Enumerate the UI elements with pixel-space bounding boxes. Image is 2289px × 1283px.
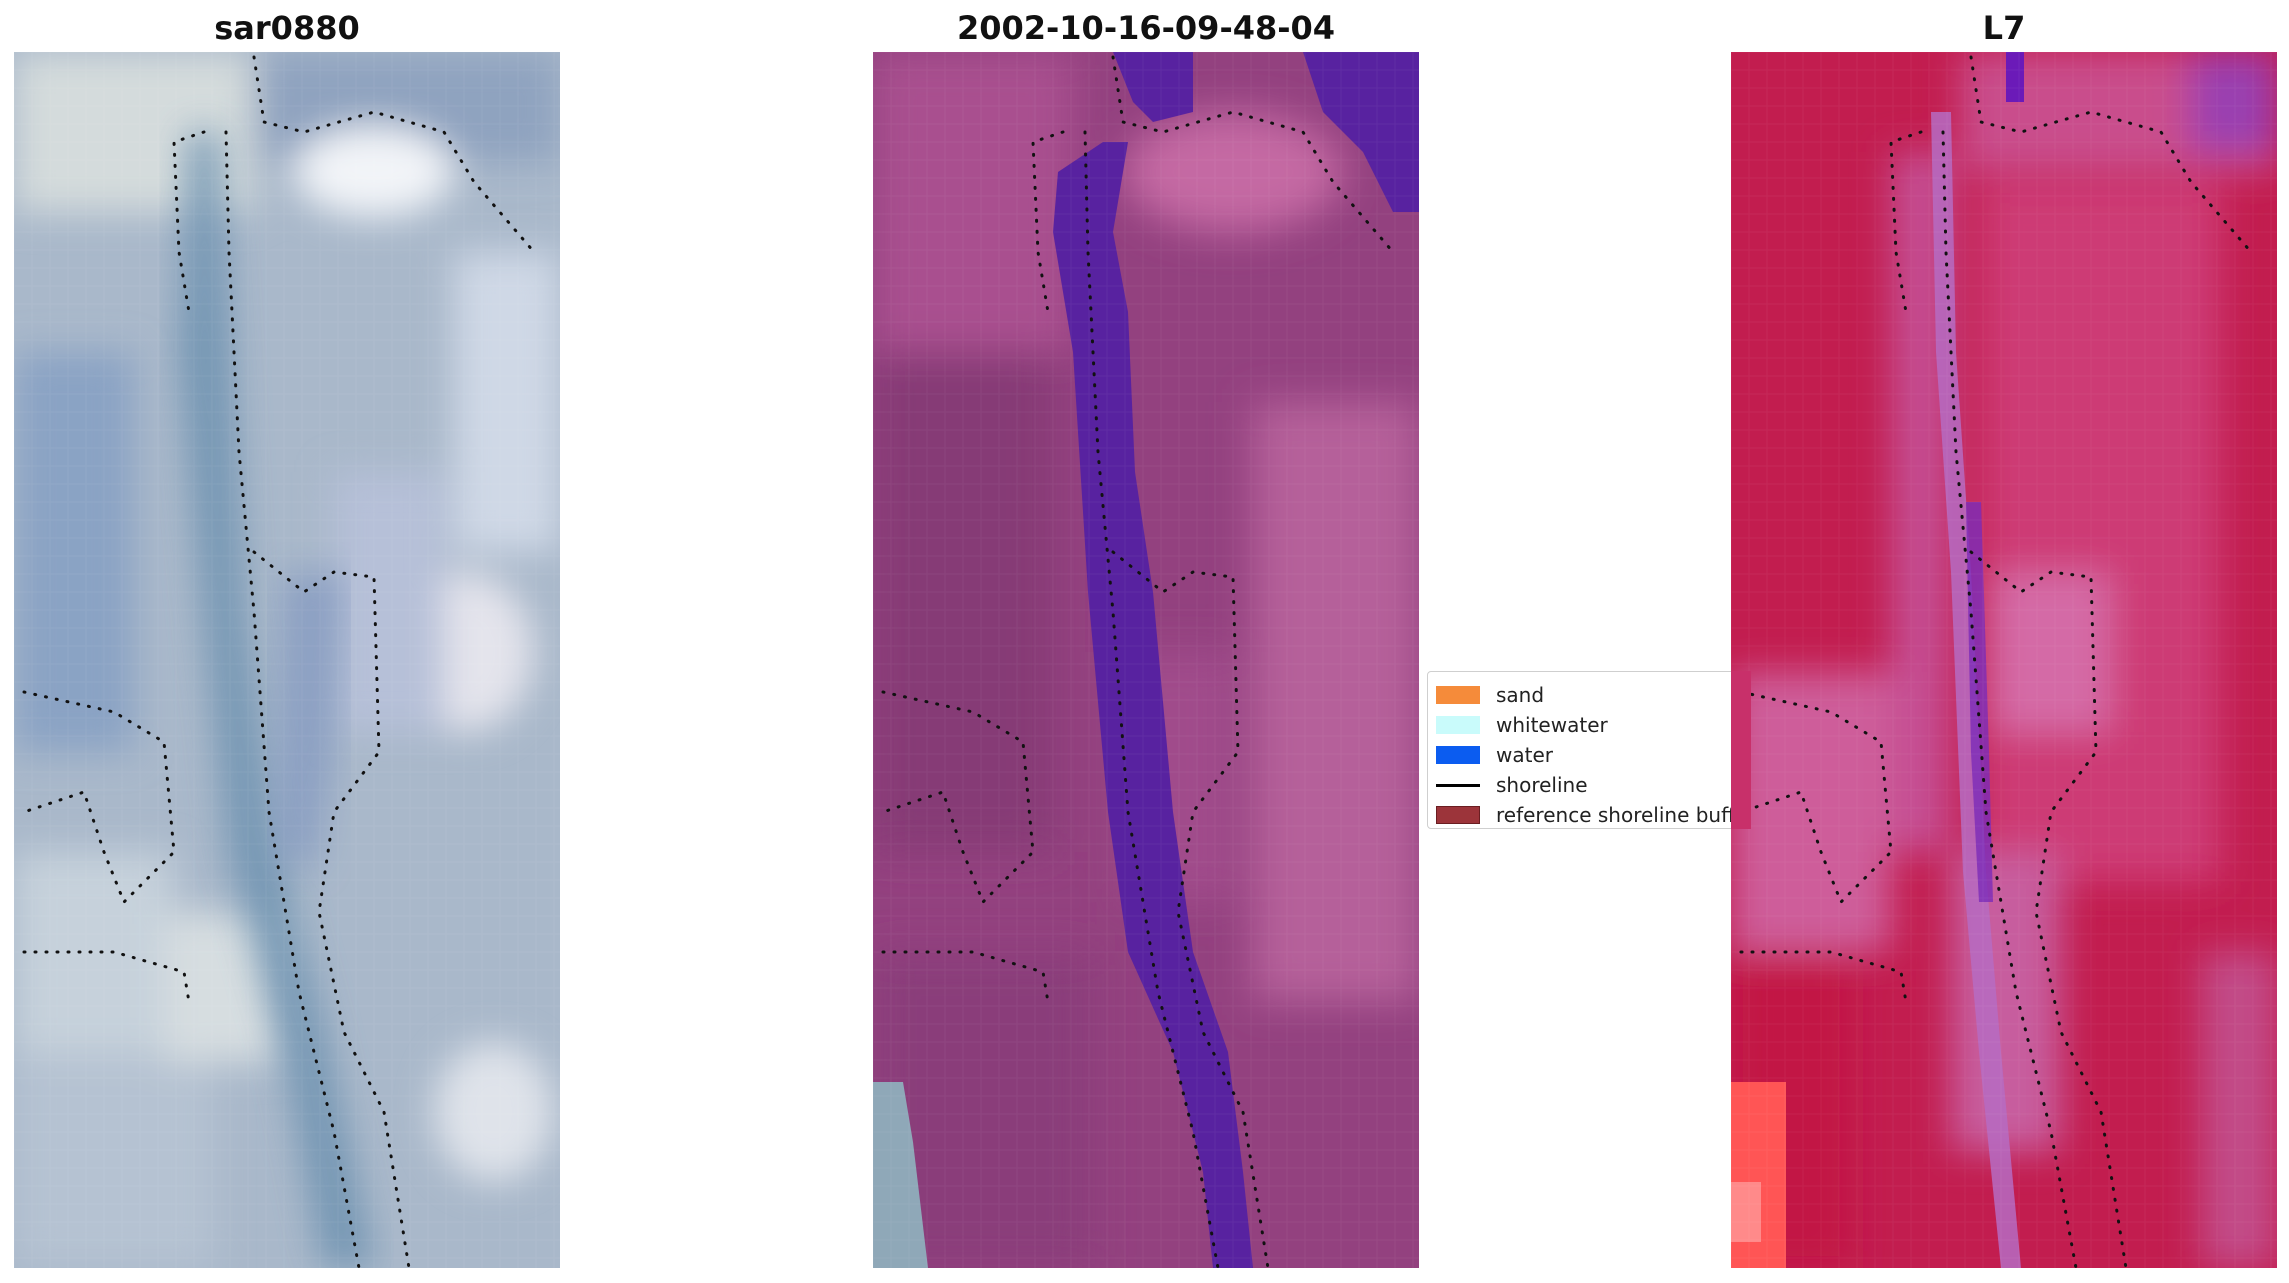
legend: sand whitewater water shoreline referenc… xyxy=(1427,671,1747,829)
legend-line-shoreline xyxy=(1436,783,1480,787)
legend-swatch-buffer xyxy=(1436,806,1480,824)
legend-item-buffer: reference shoreline buffer xyxy=(1436,802,1747,828)
legend-label-buffer: reference shoreline buffer xyxy=(1496,803,1747,827)
index-image-svg xyxy=(1731,52,2277,1268)
legend-item-water: water xyxy=(1436,742,1553,768)
panel-title-3: L7 xyxy=(1982,9,2026,47)
legend-item-shoreline: shoreline xyxy=(1436,772,1588,798)
index-image xyxy=(1731,52,2277,1268)
index-image-edge xyxy=(1731,671,1751,829)
classified-image xyxy=(873,52,1419,1268)
rgb-satellite-image xyxy=(14,52,560,1268)
shoreline-dots-3 xyxy=(1739,55,2253,1268)
legend-item-sand: sand xyxy=(1436,682,1544,708)
panel-title-1: sar0880 xyxy=(214,9,360,47)
legend-swatch-sand xyxy=(1436,686,1480,704)
legend-label-whitewater: whitewater xyxy=(1496,713,1608,737)
legend-swatch-water xyxy=(1436,746,1480,764)
classified-image-svg xyxy=(873,52,1419,1268)
legend-item-whitewater: whitewater xyxy=(1436,712,1608,738)
legend-label-shoreline: shoreline xyxy=(1496,773,1588,797)
shoreline-dots xyxy=(22,55,536,1268)
panel-title-2: 2002-10-16-09-48-04 xyxy=(956,9,1336,47)
rgb-image-svg xyxy=(14,52,560,1268)
shoreline-dots-2 xyxy=(881,55,1395,1268)
legend-label-water: water xyxy=(1496,743,1553,767)
legend-swatch-whitewater xyxy=(1436,716,1480,734)
legend-label-sand: sand xyxy=(1496,683,1545,707)
